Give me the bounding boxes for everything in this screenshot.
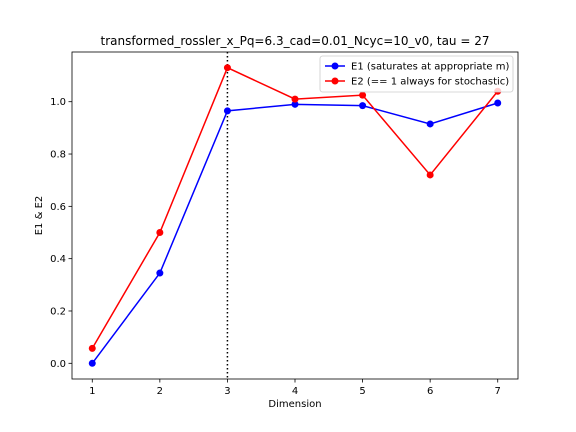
y-tick-label: 0.0 — [50, 359, 66, 370]
y-tick-label: 0.8 — [50, 150, 66, 161]
x-axis-label: Dimension — [268, 399, 321, 410]
legend-marker — [331, 62, 339, 70]
data-point — [156, 269, 164, 277]
legend-label: E1 (saturates at appropriate m) — [351, 62, 509, 73]
x-tick-label: 6 — [427, 386, 433, 397]
data-point — [88, 344, 96, 352]
y-axis-label: E1 & E2 — [34, 196, 45, 236]
axes: 1 2 3 4 5 6 7 0.0 0.2 0.4 0.6 0.8 1.0 — [50, 51, 519, 397]
series-line-1 — [91, 102, 498, 364]
x-tick-label: 5 — [359, 386, 365, 397]
chart-title: transformed_rossler_x_Pq=6.3_cad=0.01_Nc… — [100, 34, 489, 48]
data-point — [494, 99, 502, 107]
plot-area — [88, 52, 502, 379]
data-point — [291, 100, 299, 108]
x-tick-label: 3 — [224, 386, 230, 397]
y-tick-label: 0.6 — [50, 202, 66, 213]
data-point — [359, 102, 367, 110]
legend-label: E2 (== 1 always for stochastic) — [351, 77, 509, 88]
data-point — [223, 107, 231, 115]
data-point — [156, 229, 164, 237]
series-line-2 — [91, 66, 499, 349]
legend-box — [319, 55, 514, 93]
x-tick-label: 4 — [292, 386, 298, 397]
y-tick-label: 1.0 — [50, 97, 66, 108]
legend-marker — [331, 77, 339, 85]
data-point — [223, 64, 231, 72]
y-tick-label: 0.2 — [50, 306, 66, 317]
data-point — [426, 120, 434, 128]
series-1 — [88, 99, 502, 367]
x-tick-label: 7 — [495, 386, 501, 397]
legend: E1 (saturates at appropriate m) E2 (== 1 … — [319, 55, 514, 93]
data-point — [88, 359, 96, 367]
x-tick-label: 2 — [157, 386, 163, 397]
x-tick-label: 1 — [89, 386, 95, 397]
data-point — [426, 171, 434, 179]
data-point — [291, 95, 299, 103]
y-tick-label: 0.4 — [50, 254, 66, 265]
data-point — [359, 91, 367, 99]
